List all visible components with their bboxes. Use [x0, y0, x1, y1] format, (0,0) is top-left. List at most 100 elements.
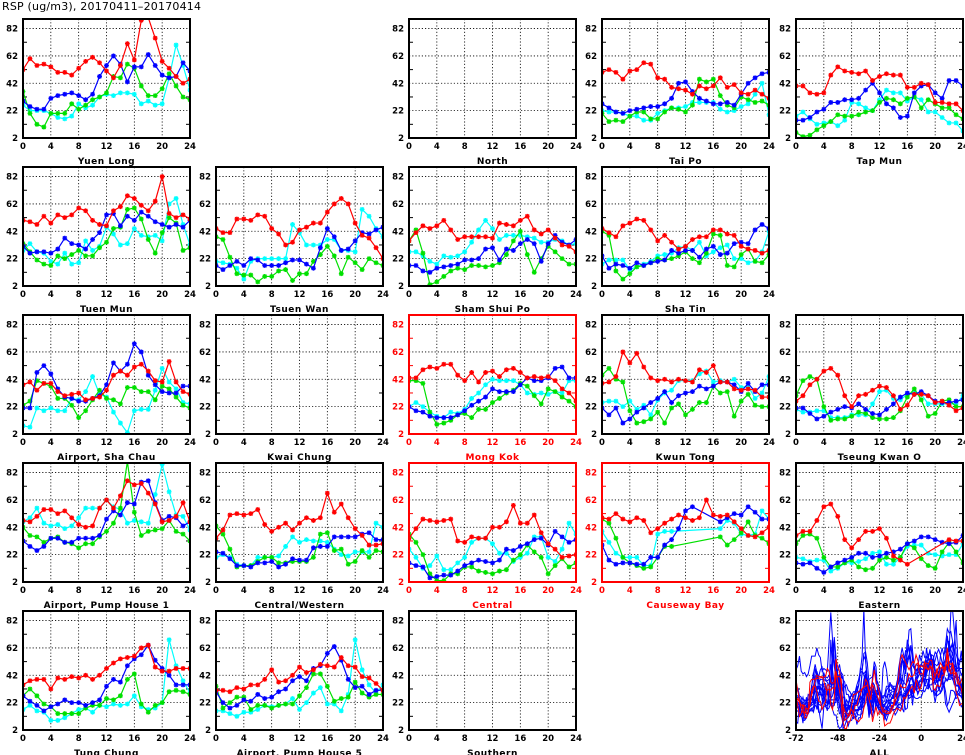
data-point: [821, 504, 827, 510]
data-point: [738, 385, 744, 390]
data-point: [34, 676, 40, 682]
data-point: [655, 104, 661, 109]
x-tick-label: 16: [514, 586, 526, 596]
data-point: [897, 394, 903, 400]
data-point: [683, 378, 688, 384]
data-point: [27, 104, 33, 109]
data-point: [641, 364, 647, 370]
data-point: [911, 94, 917, 100]
data-point: [683, 412, 688, 418]
data-point: [359, 667, 365, 673]
data-point: [641, 117, 647, 123]
data-point: [863, 411, 868, 416]
data-point: [255, 279, 261, 285]
data-point: [828, 564, 834, 570]
data-point: [283, 242, 288, 248]
data-point: [620, 379, 626, 385]
data-point: [800, 134, 806, 138]
data-point: [62, 256, 68, 262]
data-point: [559, 394, 565, 400]
data-point: [138, 216, 144, 222]
data-point: [138, 701, 144, 707]
data-point: [83, 705, 89, 711]
y-tick-label: 82: [392, 173, 404, 183]
data-point: [41, 520, 47, 526]
data-point: [835, 564, 841, 570]
data-point: [490, 368, 495, 374]
data-point: [613, 257, 619, 263]
series-group: [796, 611, 963, 730]
y-tick-label: 42: [779, 375, 791, 385]
data-point: [697, 239, 702, 245]
data-point: [304, 700, 309, 706]
data-point: [41, 507, 47, 512]
data-point: [497, 568, 502, 574]
data-point: [462, 408, 468, 414]
data-point: [152, 527, 158, 533]
data-point: [884, 416, 889, 422]
x-tick-label: 24: [184, 586, 196, 596]
data-point: [918, 389, 924, 394]
data-point: [34, 693, 40, 699]
data-point: [111, 93, 116, 98]
data-point: [856, 393, 862, 399]
data-point: [166, 359, 172, 364]
data-point: [241, 276, 247, 282]
data-point: [138, 202, 144, 208]
data-point: [159, 238, 165, 244]
data-point: [911, 386, 917, 392]
y-tick-label: 62: [585, 52, 597, 62]
y-tick-label: 62: [392, 200, 404, 210]
data-point: [345, 553, 351, 559]
data-point: [745, 246, 751, 252]
data-point: [731, 264, 737, 270]
plot-frame: [22, 166, 191, 287]
data-point: [124, 430, 130, 434]
data-point: [870, 401, 875, 407]
data-point: [152, 664, 158, 670]
data-point: [104, 666, 109, 671]
x-tick-label: 12: [874, 586, 886, 596]
plot-frame: [408, 18, 577, 139]
data-point: [455, 568, 461, 574]
data-point: [48, 371, 54, 377]
data-point: [531, 235, 537, 241]
x-tick-label: 24: [763, 586, 775, 596]
data-point: [497, 260, 502, 266]
data-point: [925, 401, 931, 407]
data-point: [877, 557, 882, 563]
data-point: [124, 361, 130, 367]
data-point: [138, 533, 144, 538]
data-point: [620, 516, 626, 522]
y-tick-label: 82: [199, 469, 211, 479]
data-point: [311, 545, 316, 551]
data-point: [469, 564, 475, 570]
data-point: [655, 253, 661, 259]
data-point: [441, 274, 447, 279]
series-group: [216, 196, 383, 285]
data-point: [55, 386, 61, 392]
data-point: [145, 234, 151, 240]
data-point: [311, 265, 316, 271]
data-point: [849, 554, 855, 560]
data-point: [352, 559, 358, 564]
data-point: [118, 693, 123, 699]
data-point: [304, 224, 309, 230]
data-point: [124, 79, 130, 85]
data-point: [497, 378, 502, 384]
data-point: [324, 237, 330, 242]
data-point: [124, 663, 130, 669]
data-point: [290, 678, 295, 684]
y-tick-label: 82: [585, 469, 597, 479]
data-point: [697, 367, 702, 373]
data-point: [118, 90, 123, 96]
data-point: [545, 541, 551, 547]
data-point: [634, 109, 640, 115]
data-point: [538, 256, 544, 262]
data-point: [166, 71, 172, 77]
data-point: [904, 98, 910, 104]
data-point: [517, 520, 523, 526]
data-point: [552, 559, 558, 564]
data-point: [62, 508, 68, 514]
